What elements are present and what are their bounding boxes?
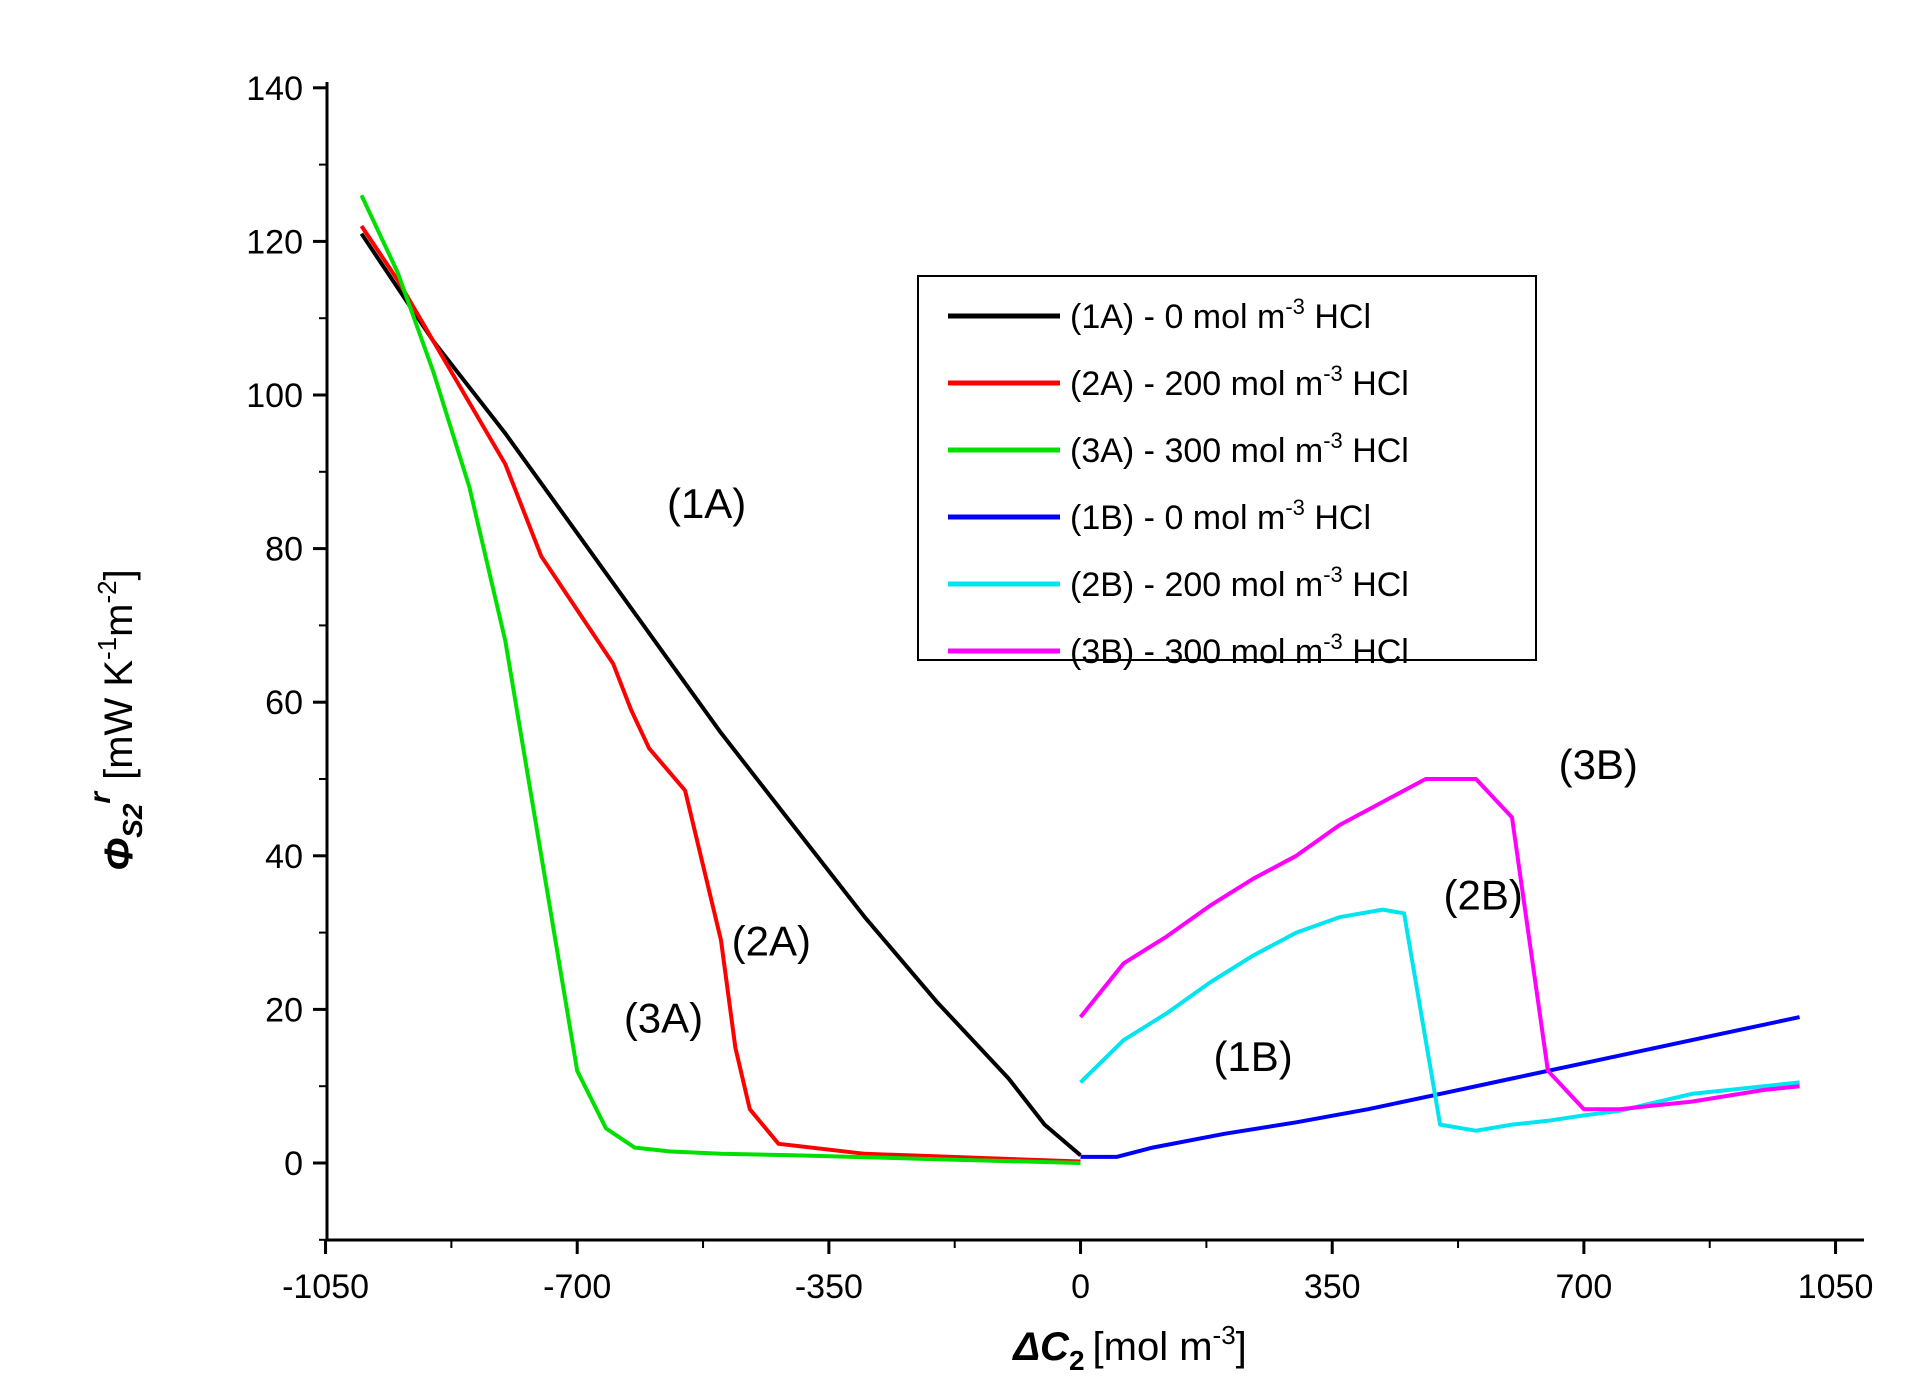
series-line-3b [1078, 777, 1800, 1112]
y-axis-title-mid: m [97, 603, 141, 636]
y-axis-title-prefix: Φ [97, 838, 141, 871]
x-axis-title-unit-sup: -3 [1213, 1320, 1236, 1350]
series-line-1a [359, 232, 1082, 1157]
legend-label: (1A) - 0 mol m-3 HCl [1070, 294, 1371, 336]
legend-box [917, 275, 1537, 661]
x-axis-title-prefix: ΔC [1011, 1325, 1070, 1369]
annotation-label: (1B) [1213, 1033, 1292, 1080]
series-line-3a [359, 194, 1081, 1165]
y-axis-title-sup2: -2 [92, 580, 122, 603]
legend-label: (2A) - 200 mol m-3 HCl [1070, 361, 1409, 403]
x-tick-label: -700 [543, 1268, 611, 1306]
x-tick-label: -350 [795, 1268, 863, 1306]
y-tick-label: 40 [265, 838, 303, 876]
x-tick-label: 1050 [1798, 1268, 1874, 1306]
legend: (1A) - 0 mol m-3 HCl (2A) - 200 mol m-3 H… [917, 275, 1537, 671]
y-axis-title-sup: r [84, 790, 117, 804]
legend-label: (2B) - 200 mol m-3 HCl [1070, 562, 1409, 604]
x-axis-title-sub: 2 [1069, 1345, 1085, 1376]
x-axis-title: ΔC2 [mol m-3] [1011, 1320, 1247, 1376]
x-axis-title-unit-close: ] [1236, 1325, 1247, 1369]
curve-annotations: (1A) (2A) (3A) (1B) (2B) (3B) [624, 480, 1638, 1080]
series-line-1b [1080, 1015, 1801, 1159]
y-axis-title: ΦS2r [mW K-1m-2] [84, 569, 148, 871]
y-tick-label: 100 [246, 377, 303, 415]
y-tick-label: 20 [265, 991, 303, 1029]
y-axis-title-close: ] [97, 569, 141, 580]
y-tick-label: 60 [265, 684, 303, 722]
annotation-label: (2B) [1444, 872, 1523, 919]
y-axis-title-unit: [mW K [97, 660, 141, 780]
annotation-label: (1A) [667, 480, 746, 527]
y-axis-title-sup1: -1 [92, 637, 122, 660]
y-axis-title-sub: S2 [117, 803, 148, 838]
x-axis-title-unit: [mol m [1093, 1325, 1213, 1369]
x-tick-label: 0 [1071, 1268, 1090, 1306]
y-tick-label: 80 [265, 531, 303, 569]
annotation-label: (3A) [624, 994, 703, 1041]
series-line-2a [359, 224, 1081, 1164]
y-tick-label: 140 [246, 70, 303, 108]
legend-label: (1B) - 0 mol m-3 HCl [1070, 495, 1371, 537]
x-tick-label: -1050 [282, 1268, 369, 1306]
y-tick-label: 0 [284, 1145, 303, 1183]
legend-label: (3A) - 300 mol m-3 HCl [1070, 428, 1409, 470]
series-lines [359, 194, 1801, 1165]
annotation-label: (3B) [1559, 741, 1638, 788]
annotation-label: (2A) [732, 918, 811, 965]
legend-label: (3B) - 300 mol m-3 HCl [1070, 629, 1409, 671]
axes [325, 82, 1864, 1242]
series-line-2b [1079, 907, 1800, 1133]
x-tick-label: 350 [1304, 1268, 1361, 1306]
x-tick-label: 700 [1556, 1268, 1613, 1306]
ticks: -1050 -700 -350 0 350 700 1050 0 20 40 60 80 100 120 1… [246, 70, 1873, 1306]
y-tick-label: 120 [246, 223, 303, 261]
